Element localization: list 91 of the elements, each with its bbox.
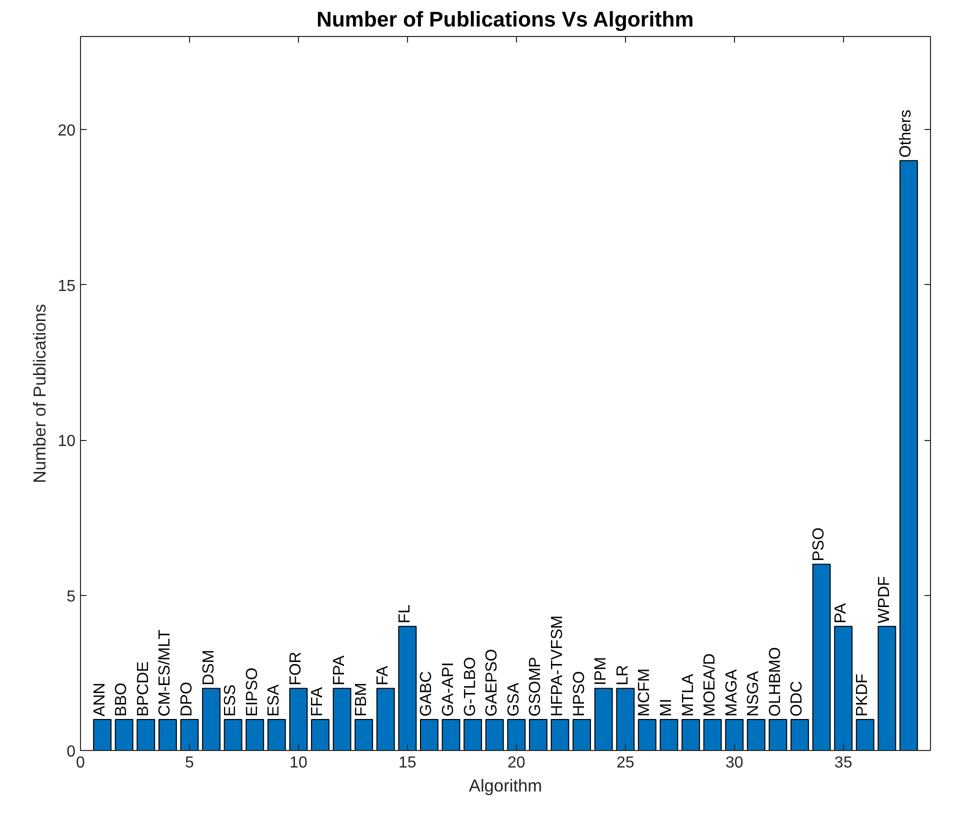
annotation: GSOMP xyxy=(527,656,544,716)
annotation: Others xyxy=(898,110,915,158)
annotation: DSM xyxy=(200,650,218,686)
annotation: PKDF xyxy=(854,674,872,716)
x-tick-label: 20 xyxy=(508,754,526,772)
annotation: OLHBMO xyxy=(766,647,784,716)
bar xyxy=(180,718,199,750)
bar xyxy=(638,718,656,750)
annotation: HFPA-TVFSM xyxy=(548,615,566,716)
bar xyxy=(289,688,308,750)
bar xyxy=(790,718,809,750)
annotation: ESS xyxy=(222,684,240,716)
chart-title: Number of Publications Vs Algorithm xyxy=(316,8,694,32)
bar xyxy=(376,688,395,750)
annotation: IPM xyxy=(592,656,610,686)
bar xyxy=(812,564,831,750)
annotation: MAGA xyxy=(723,669,740,716)
annotation: FL xyxy=(396,604,414,624)
annotation: GAEPSO xyxy=(484,648,501,716)
annotation: ESA xyxy=(266,684,283,716)
y-tick-label: 10 xyxy=(58,433,76,450)
annotation: HPSO xyxy=(570,671,588,716)
bar xyxy=(528,718,548,750)
annotation: GABC xyxy=(418,671,436,716)
bar xyxy=(354,718,374,750)
bar xyxy=(224,718,242,750)
annotation: GSA xyxy=(505,682,522,716)
annotation: GA-API xyxy=(440,662,458,716)
bar xyxy=(768,718,788,750)
bar xyxy=(246,718,264,750)
bar xyxy=(878,626,896,750)
bar xyxy=(114,718,134,750)
annotation: CM-ES/MLT xyxy=(156,629,174,716)
bar xyxy=(136,718,156,750)
annotation: NSGA xyxy=(745,670,762,716)
bar xyxy=(725,718,744,750)
x-tick-label: 5 xyxy=(185,754,194,772)
x-tick-label: 30 xyxy=(725,754,744,772)
annotation: FA xyxy=(374,666,392,686)
annotation: BPCDE xyxy=(134,661,152,716)
bar xyxy=(682,718,700,750)
annotation: FFA xyxy=(309,686,326,716)
x-tick-label: 10 xyxy=(290,754,308,772)
annotation: MOEA/D xyxy=(702,653,719,716)
annotation: EIPSO xyxy=(244,668,261,716)
bar xyxy=(550,718,570,750)
y-tick-label: 15 xyxy=(58,278,76,295)
y-tick-label: 0 xyxy=(66,744,76,760)
bar xyxy=(93,718,112,750)
bar xyxy=(398,626,417,750)
y-tick-label: 20 xyxy=(58,122,76,140)
bar xyxy=(660,718,678,750)
annotation: MI xyxy=(658,698,675,716)
bar xyxy=(464,718,482,750)
bar xyxy=(485,718,504,750)
bar xyxy=(158,718,177,750)
bar xyxy=(899,160,918,750)
annotation: ANN xyxy=(91,682,108,716)
annotation: PA xyxy=(832,602,850,624)
bar xyxy=(856,718,874,750)
annotation: WPDF xyxy=(876,576,893,624)
bar xyxy=(834,626,853,750)
annotation: ODC xyxy=(788,680,806,716)
bar xyxy=(746,718,766,750)
bar xyxy=(507,718,526,750)
bar xyxy=(442,718,460,750)
x-tick-label: 15 xyxy=(398,754,416,772)
annotation: BBO xyxy=(113,682,130,716)
bar xyxy=(202,688,220,750)
bar xyxy=(267,718,286,750)
bar xyxy=(703,718,722,750)
annotation: FPA xyxy=(331,655,348,686)
bar xyxy=(311,718,330,750)
annotation: G-TLBO xyxy=(462,656,479,716)
x-tick-label: 35 xyxy=(834,754,852,772)
annotation: DPO xyxy=(178,682,196,716)
bar xyxy=(572,718,591,750)
annotation: LR xyxy=(614,664,632,686)
y-axis-title: Number of Publications xyxy=(30,304,50,484)
y-tick-label: 5 xyxy=(66,588,76,606)
annotation: MCFM xyxy=(636,668,654,716)
annotation: FBM xyxy=(352,682,370,716)
bar xyxy=(332,688,352,750)
annotation: PSO xyxy=(810,527,828,562)
x-axis-title: Algorithm xyxy=(468,776,542,796)
x-tick-label: 25 xyxy=(616,754,634,772)
bar xyxy=(594,688,613,750)
bar xyxy=(616,688,635,750)
bar xyxy=(420,718,438,750)
annotation: FOR xyxy=(287,652,304,686)
annotation: MTLA xyxy=(680,673,697,716)
